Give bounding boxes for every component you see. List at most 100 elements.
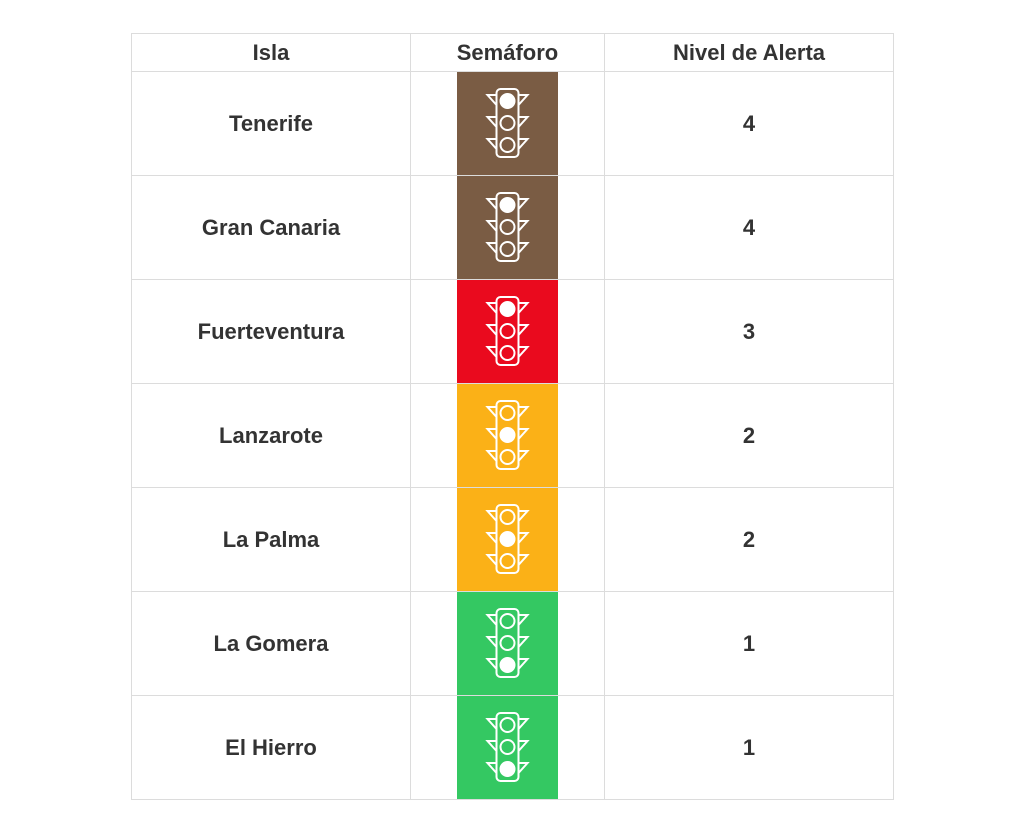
light-flap	[485, 532, 498, 544]
light	[499, 241, 516, 257]
level-cell: 2	[604, 383, 894, 488]
traffic-light	[457, 280, 558, 383]
header-cell: Isla	[131, 33, 411, 72]
traffic-light	[457, 488, 558, 591]
traffic-light-icon	[485, 296, 530, 366]
light-flap	[517, 510, 530, 522]
light-flap	[517, 450, 530, 462]
light-body	[495, 504, 520, 574]
light-flap	[517, 302, 530, 314]
traffic-light	[457, 176, 558, 279]
light-flap	[485, 220, 498, 232]
light	[499, 657, 516, 673]
header-row: Isla Semáforo Nivel de Alerta	[131, 33, 894, 72]
semaphore-cell	[410, 175, 605, 280]
light-flap	[485, 138, 498, 150]
light	[499, 739, 516, 755]
light-flap	[485, 510, 498, 522]
island-cell: El Hierro	[131, 695, 411, 800]
light-flap	[517, 762, 530, 774]
table-body: Tenerife 4 Gran Canaria 4 Fuerteventura 3 Lanz…	[131, 71, 894, 800]
semaphore-cell	[410, 71, 605, 176]
light-flap	[485, 346, 498, 358]
semaphore-bg	[457, 592, 558, 695]
row: Gran Canaria 4	[131, 175, 894, 280]
level-cell: 1	[604, 591, 894, 696]
light-flap	[517, 554, 530, 566]
light-flap	[485, 740, 498, 752]
light-flap	[517, 658, 530, 670]
light-body	[495, 400, 520, 470]
island-cell: Tenerife	[131, 71, 411, 176]
light	[499, 427, 516, 443]
traffic-light-icon	[485, 192, 530, 262]
island-cell: La Palma	[131, 487, 411, 592]
traffic-light-icon	[485, 608, 530, 678]
island-cell: Fuerteventura	[131, 279, 411, 384]
light	[499, 509, 516, 525]
level-cell: 1	[604, 695, 894, 800]
semaphore-cell	[410, 279, 605, 384]
light-flap	[517, 740, 530, 752]
light-flap	[485, 116, 498, 128]
light-body	[495, 296, 520, 366]
light	[499, 197, 516, 213]
island-cell: Gran Canaria	[131, 175, 411, 280]
semaphore-cell	[410, 695, 605, 800]
light-flap	[517, 636, 530, 648]
light	[499, 531, 516, 547]
light-flap	[485, 762, 498, 774]
traffic-light-icon	[485, 400, 530, 470]
light-flap	[485, 554, 498, 566]
traffic-light-icon	[485, 712, 530, 782]
light	[499, 301, 516, 317]
light	[499, 761, 516, 777]
traffic-light	[457, 384, 558, 487]
row: Fuerteventura 3	[131, 279, 894, 384]
light-body	[495, 712, 520, 782]
header-cell: Semáforo	[410, 33, 605, 72]
light-flap	[485, 324, 498, 336]
semaphore-bg	[457, 280, 558, 383]
light	[499, 93, 516, 109]
light-flap	[485, 94, 498, 106]
traffic-light	[457, 72, 558, 175]
light-flap	[485, 450, 498, 462]
row: La Palma 2	[131, 487, 894, 592]
level-cell: 3	[604, 279, 894, 384]
row: La Gomera 1	[131, 591, 894, 696]
light	[499, 345, 516, 361]
light-body	[495, 192, 520, 262]
traffic-light	[457, 592, 558, 695]
level-cell: 4	[604, 71, 894, 176]
light-flap	[485, 302, 498, 314]
level-cell: 2	[604, 487, 894, 592]
light	[499, 219, 516, 235]
light-flap	[485, 718, 498, 730]
light-flap	[517, 718, 530, 730]
light-flap	[485, 242, 498, 254]
light-body	[495, 88, 520, 158]
light-body	[495, 608, 520, 678]
light-flap	[485, 198, 498, 210]
light-flap	[485, 636, 498, 648]
semaphore-bg	[457, 176, 558, 279]
level-cell: 4	[604, 175, 894, 280]
light-flap	[517, 116, 530, 128]
light-flap	[517, 242, 530, 254]
row: Tenerife 4	[131, 71, 894, 176]
light	[499, 635, 516, 651]
semaphore-bg	[457, 72, 558, 175]
light-flap	[517, 220, 530, 232]
row: Lanzarote 2	[131, 383, 894, 488]
light	[499, 137, 516, 153]
light-flap	[485, 614, 498, 626]
light-flap	[517, 324, 530, 336]
light-flap	[485, 406, 498, 418]
light-flap	[485, 658, 498, 670]
light-flap	[517, 346, 530, 358]
island-cell: La Gomera	[131, 591, 411, 696]
island-cell: Lanzarote	[131, 383, 411, 488]
semaphore-cell	[410, 383, 605, 488]
